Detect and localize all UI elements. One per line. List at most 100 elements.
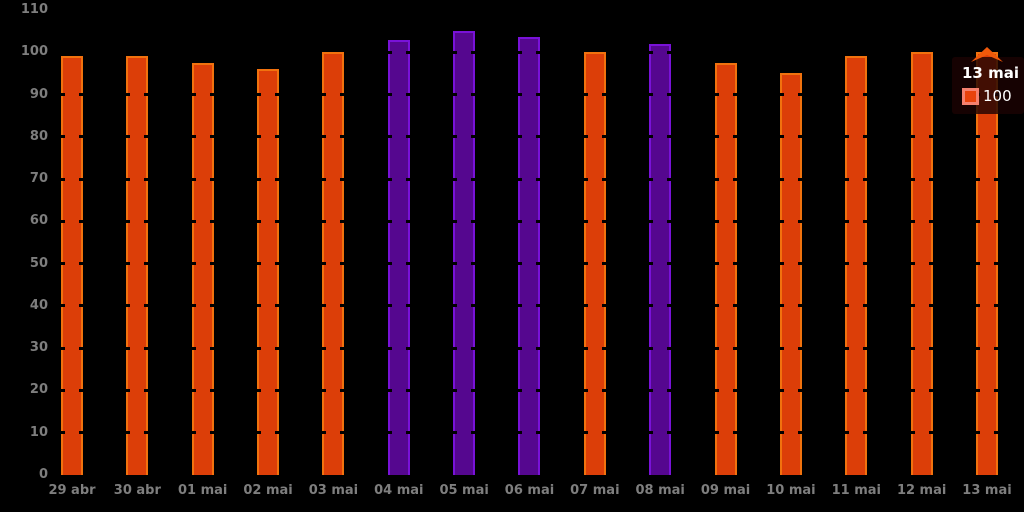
gridline-notch (405, 346, 410, 350)
gridline-notch (928, 177, 933, 181)
x-axis-label: 03 mai (308, 483, 359, 498)
bar[interactable] (61, 56, 83, 475)
gridline-notch (667, 388, 672, 392)
gridline-notch (191, 219, 196, 223)
gridline-notch (518, 262, 523, 266)
bar[interactable] (453, 31, 476, 475)
gridline-notch (453, 50, 458, 54)
gridline-notch (845, 262, 850, 266)
gridline-notch (928, 304, 933, 308)
gridline-notch (583, 346, 588, 350)
gridline-notch (732, 219, 737, 223)
gridline-notch (649, 93, 654, 97)
y-axis-label: 10 (29, 424, 48, 440)
gridline-notch (797, 219, 802, 223)
gridline-notch (732, 135, 737, 139)
gridline-notch (975, 388, 980, 392)
gridline-notch (583, 262, 588, 266)
gridline-notch (257, 93, 262, 97)
gridline-notch (993, 346, 998, 350)
gridline-notch (863, 388, 868, 392)
gridline-notch (845, 219, 850, 223)
gridline-notch (275, 177, 280, 181)
x-axis-label: 29 abr (48, 483, 96, 498)
bar[interactable] (257, 69, 280, 475)
bar[interactable] (518, 37, 541, 475)
gridline-notch (845, 135, 850, 139)
gridline-notch (797, 346, 802, 350)
gridline-notch (61, 93, 65, 97)
bar[interactable] (649, 43, 672, 475)
gridline-notch (779, 262, 784, 266)
bar[interactable] (845, 56, 868, 475)
y-axis-label: 30 (29, 340, 48, 356)
gridline-notch (667, 346, 672, 350)
gridline-notch (209, 135, 214, 139)
bar[interactable] (387, 39, 410, 475)
gridline-notch (601, 135, 606, 139)
gridline-notch (732, 346, 737, 350)
gridline-notch (79, 262, 83, 266)
x-axis-label: 02 mai (243, 483, 293, 498)
gridline-notch (126, 346, 131, 350)
gridline-notch (471, 135, 476, 139)
bar[interactable] (191, 62, 214, 475)
gridline-notch (714, 431, 719, 435)
gridline-notch (649, 219, 654, 223)
gridline-notch (536, 431, 541, 435)
gridline-notch (779, 346, 784, 350)
gridline-notch (910, 177, 915, 181)
bar[interactable] (583, 52, 606, 475)
gridline-notch (453, 135, 458, 139)
gridline-notch (714, 388, 719, 392)
gridline-notch (667, 177, 672, 181)
gridline-notch (601, 219, 606, 223)
gridline-notch (453, 177, 458, 181)
gridline-notch (275, 388, 280, 392)
x-axis-label: 06 mai (504, 483, 555, 498)
gridline-notch (536, 388, 541, 392)
bar[interactable] (714, 62, 737, 475)
gridline-notch (583, 93, 588, 97)
gridline-notch (667, 304, 672, 308)
gridline-notch (993, 388, 998, 392)
bar[interactable] (975, 52, 998, 475)
gridline-notch (275, 431, 280, 435)
x-axis-label: 04 mai (374, 483, 424, 498)
gridline-notch (144, 388, 149, 392)
gridline-notch (453, 431, 458, 435)
gridline-notch (863, 93, 868, 97)
bar[interactable] (322, 52, 345, 475)
gridline-notch (387, 135, 392, 139)
gridline-notch (649, 177, 654, 181)
gridline-notch (191, 93, 196, 97)
gridline-notch (61, 388, 65, 392)
gridline-notch (649, 304, 654, 308)
gridline-notch (387, 346, 392, 350)
gridline-notch (993, 177, 998, 181)
gridline-notch (649, 431, 654, 435)
gridline-notch (536, 177, 541, 181)
bar[interactable] (126, 56, 149, 475)
gridline-notch (191, 262, 196, 266)
y-axis-label: 70 (29, 171, 48, 187)
gridline-notch (518, 346, 523, 350)
bar[interactable] (910, 52, 933, 475)
gridline-notch (518, 50, 523, 54)
gridline-notch (61, 219, 65, 223)
gridline-notch (340, 431, 345, 435)
gridline-notch (405, 135, 410, 139)
gridline-notch (275, 93, 280, 97)
gridline-notch (126, 135, 131, 139)
gridline-notch (845, 177, 850, 181)
gridline-notch (797, 431, 802, 435)
gridline-notch (714, 135, 719, 139)
bar[interactable] (779, 73, 802, 475)
gridline-notch (910, 135, 915, 139)
gridline-notch (845, 431, 850, 435)
gridline-notch (126, 177, 131, 181)
gridline-notch (667, 135, 672, 139)
gridline-notch (405, 304, 410, 308)
gridline-notch (144, 431, 149, 435)
gridline-notch (471, 262, 476, 266)
